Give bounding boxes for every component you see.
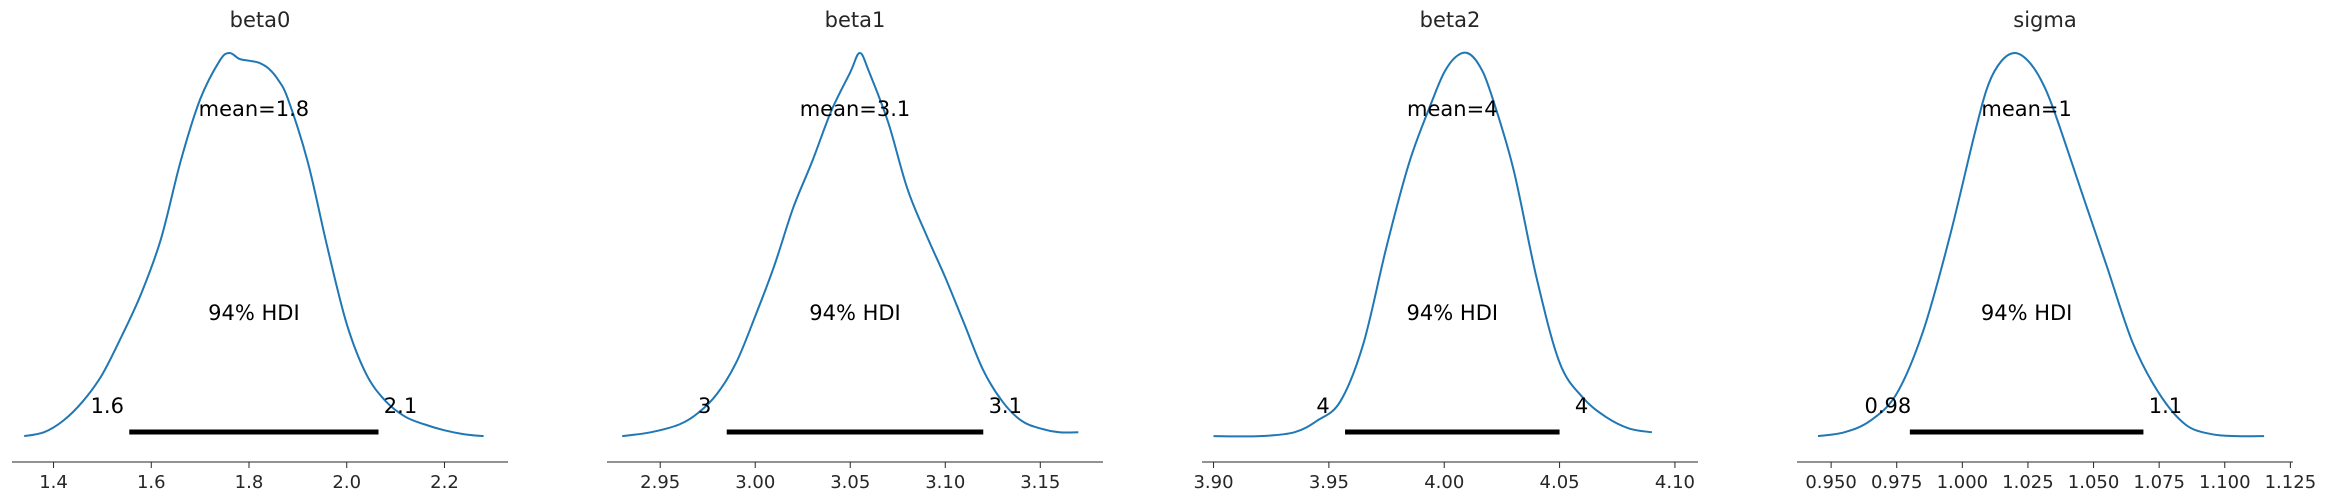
x-tick-label: 3.15 [1020, 472, 1060, 493]
density-curve-sigma [1817, 51, 2265, 438]
density-curve-beta0 [24, 52, 484, 438]
mean-label: mean=4 [1407, 97, 1498, 121]
hdi-label: 94% HDI [1407, 301, 1499, 325]
x-tick-label: 1.125 [2265, 472, 2317, 493]
x-tick-label: 3.90 [1193, 472, 1233, 493]
x-tick-label: 0.975 [1871, 472, 1923, 493]
x-tick-label: 1.8 [235, 472, 264, 493]
panel-title: sigma [2013, 8, 2076, 32]
density-curve-beta2 [1213, 51, 1653, 438]
x-tick-label: 2.95 [640, 472, 680, 493]
panel-title: beta0 [230, 8, 291, 32]
panel-title: beta2 [1420, 8, 1481, 32]
hdi-high-label: 2.1 [384, 394, 417, 418]
x-tick-label: 2.2 [430, 472, 459, 493]
hdi-high-label: 3.1 [989, 394, 1022, 418]
panel-beta2: beta2 mean=4 94% HDI 4 4 3.90 3.95 4.00 4.05 4.10 [1193, 8, 1698, 493]
x-tick-label: 1.025 [2002, 472, 2054, 493]
panel-title: beta1 [825, 8, 886, 32]
hdi-low-label: 0.98 [1864, 394, 1911, 418]
hdi-high-label: 1.1 [2149, 394, 2182, 418]
hdi-low-label: 1.6 [91, 394, 124, 418]
mean-label: mean=1 [1981, 97, 2072, 121]
panel-beta1: beta1 mean=3.1 94% HDI 3 3.1 2.95 3.00 3.05 3.10… [607, 8, 1103, 493]
x-tick-label: 2.0 [332, 472, 361, 493]
x-tick-label: 1.6 [137, 472, 166, 493]
x-tick-label: 1.000 [1937, 472, 1989, 493]
mean-label: mean=1.8 [199, 97, 310, 121]
x-tick-label: 1.4 [39, 472, 68, 493]
x-tick-label: 3.05 [830, 472, 870, 493]
x-tick-label: 3.00 [735, 472, 775, 493]
x-tick-label: 1.075 [2133, 472, 2185, 493]
mean-label: mean=3.1 [800, 97, 911, 121]
hdi-label: 94% HDI [208, 301, 300, 325]
x-tick-label: 3.10 [925, 472, 965, 493]
x-tick-label: 4.05 [1540, 472, 1580, 493]
hdi-low-label: 3 [698, 394, 711, 418]
panel-beta0: beta0 mean=1.8 94% HDI 1.6 2.1 1.4 1.6 1.8 2.0 2.… [12, 8, 508, 493]
x-tick-label: 0.950 [1805, 472, 1857, 493]
hdi-label: 94% HDI [1981, 301, 2073, 325]
x-tick-label: 1.100 [2199, 472, 2251, 493]
density-curve-beta1 [622, 51, 1079, 438]
x-tick-label: 1.050 [2068, 472, 2120, 493]
x-tick-label: 4.10 [1655, 472, 1695, 493]
hdi-low-label: 4 [1316, 394, 1329, 418]
hdi-high-label: 4 [1575, 394, 1588, 418]
hdi-label: 94% HDI [809, 301, 901, 325]
x-tick-label: 3.95 [1309, 472, 1349, 493]
x-tick-label: 4.00 [1424, 472, 1464, 493]
panel-sigma: sigma mean=1 94% HDI 0.98 1.1 0.950 0.975 1.000… [1797, 8, 2316, 493]
